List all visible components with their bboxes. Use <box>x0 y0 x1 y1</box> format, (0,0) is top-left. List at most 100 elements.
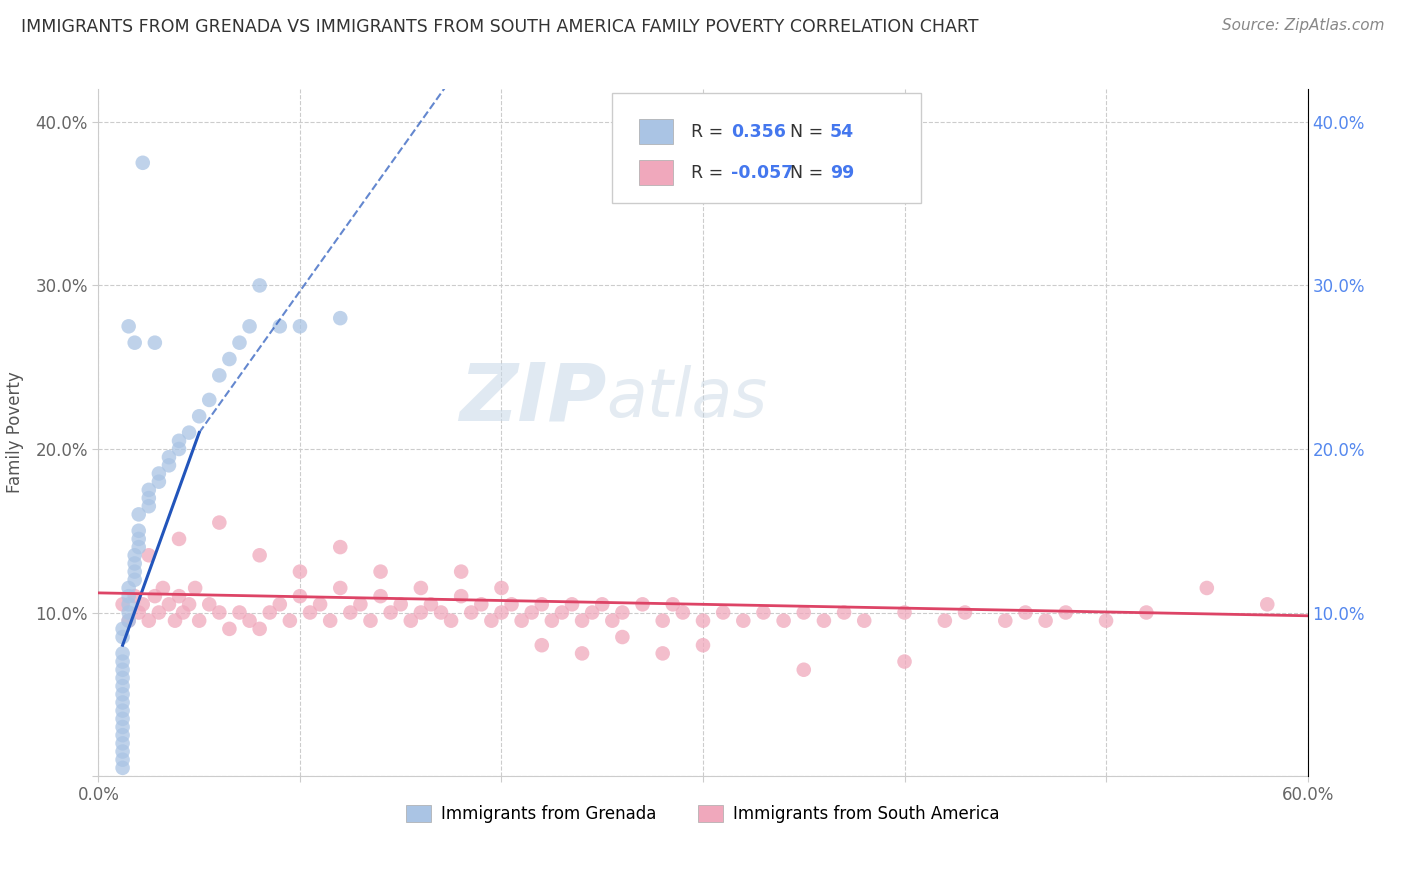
Point <box>661 598 683 612</box>
Point <box>571 646 593 660</box>
Point <box>249 278 271 293</box>
Point <box>309 598 332 612</box>
Point <box>733 614 755 628</box>
Point <box>520 606 543 620</box>
Text: 0.356: 0.356 <box>731 123 786 141</box>
Point <box>832 606 855 620</box>
Point <box>111 696 134 710</box>
Point <box>269 319 291 334</box>
Point <box>399 614 422 628</box>
Point <box>188 409 211 424</box>
Point <box>470 598 492 612</box>
Point <box>893 606 915 620</box>
Point <box>269 598 291 612</box>
Point <box>138 491 160 505</box>
Point <box>157 450 180 464</box>
Point <box>259 606 281 620</box>
Point <box>1035 614 1057 628</box>
Point <box>319 614 342 628</box>
Point <box>329 581 352 595</box>
Point <box>450 589 472 603</box>
Point <box>208 516 231 530</box>
Point <box>111 671 134 685</box>
FancyBboxPatch shape <box>638 161 673 186</box>
Point <box>481 614 503 628</box>
Point <box>228 606 250 620</box>
Point <box>339 606 361 620</box>
Point <box>118 598 141 612</box>
Point <box>124 548 146 563</box>
Point <box>118 581 141 595</box>
Point <box>218 622 240 636</box>
Point <box>651 614 673 628</box>
Point <box>167 434 190 448</box>
Point <box>163 614 186 628</box>
Point <box>288 565 311 579</box>
Point <box>118 606 141 620</box>
Point <box>278 614 301 628</box>
Point <box>299 606 322 620</box>
Point <box>111 687 134 701</box>
Point <box>602 614 624 628</box>
Point <box>370 565 392 579</box>
Legend: Immigrants from Grenada, Immigrants from South America: Immigrants from Grenada, Immigrants from… <box>399 798 1007 830</box>
Point <box>501 598 523 612</box>
Point <box>430 606 453 620</box>
Point <box>249 548 271 563</box>
Point <box>329 540 352 554</box>
Text: Source: ZipAtlas.com: Source: ZipAtlas.com <box>1222 18 1385 33</box>
Point <box>152 581 174 595</box>
Point <box>934 614 956 628</box>
Point <box>111 663 134 677</box>
Point <box>118 589 141 603</box>
Point <box>450 565 472 579</box>
Point <box>167 532 190 546</box>
Point <box>510 614 533 628</box>
Point <box>132 155 155 169</box>
Point <box>360 614 382 628</box>
Point <box>111 622 134 636</box>
Point <box>813 614 835 628</box>
Text: 99: 99 <box>830 164 855 182</box>
Point <box>111 630 134 644</box>
Point <box>111 646 134 660</box>
Point <box>591 598 613 612</box>
Text: atlas: atlas <box>606 366 768 431</box>
Point <box>581 606 603 620</box>
Point <box>111 753 134 767</box>
Point <box>184 581 207 595</box>
Text: 54: 54 <box>830 123 853 141</box>
Point <box>111 736 134 750</box>
Point <box>198 598 221 612</box>
Point <box>1054 606 1077 620</box>
Point <box>124 557 146 571</box>
Point <box>172 606 194 620</box>
Point <box>772 614 794 628</box>
Text: R =: R = <box>690 123 728 141</box>
Point <box>118 614 141 628</box>
Point <box>148 475 170 489</box>
Point <box>124 335 146 350</box>
Point <box>198 392 221 407</box>
Point <box>111 679 134 693</box>
Point <box>239 319 262 334</box>
Point <box>349 598 371 612</box>
Point <box>1014 606 1036 620</box>
Point <box>711 606 734 620</box>
Point <box>218 351 240 366</box>
Point <box>491 581 513 595</box>
Point <box>124 573 146 587</box>
Point <box>167 442 190 456</box>
Point <box>188 614 211 628</box>
Point <box>208 606 231 620</box>
Point <box>138 483 160 497</box>
Point <box>167 589 190 603</box>
Point <box>420 598 443 612</box>
Point <box>111 704 134 718</box>
Point <box>672 606 695 620</box>
Point <box>1195 581 1218 595</box>
Point <box>118 319 141 334</box>
Text: N =: N = <box>790 123 828 141</box>
Point <box>612 606 634 620</box>
Point <box>288 589 311 603</box>
